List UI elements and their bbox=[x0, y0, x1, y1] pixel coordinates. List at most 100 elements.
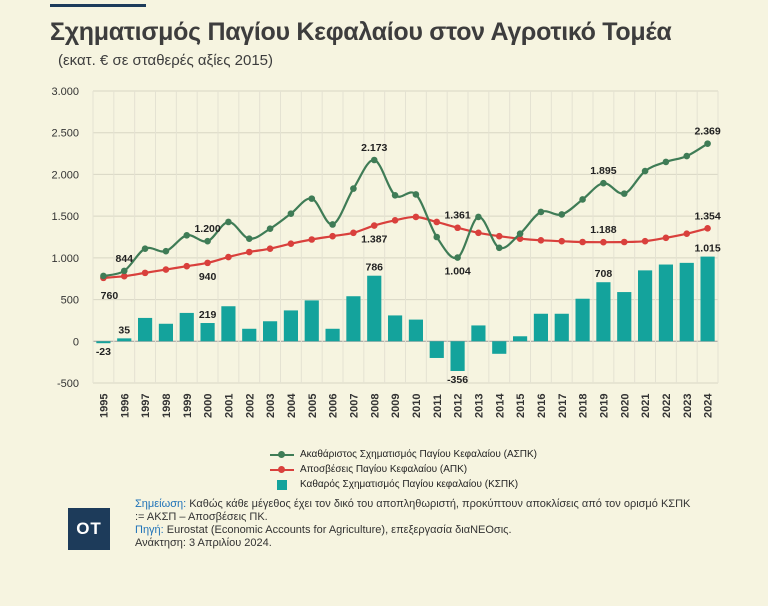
line-point bbox=[308, 236, 316, 243]
line-point bbox=[620, 190, 628, 197]
line-point bbox=[662, 158, 670, 166]
line-point bbox=[704, 225, 711, 232]
line-point bbox=[350, 229, 357, 237]
x-tick-label: 2008 bbox=[369, 394, 381, 418]
data-label: 1.188 bbox=[590, 224, 616, 236]
line-point bbox=[683, 230, 691, 237]
bar bbox=[221, 306, 236, 342]
bar bbox=[575, 298, 590, 342]
y-tick-label: -500 bbox=[57, 378, 79, 390]
bar bbox=[388, 315, 403, 342]
x-tick-label: 2004 bbox=[286, 393, 298, 418]
bar bbox=[283, 310, 298, 342]
bar bbox=[429, 341, 444, 358]
legend-swatch-gross bbox=[270, 450, 294, 460]
bar bbox=[325, 328, 340, 342]
data-label: 786 bbox=[365, 262, 383, 274]
data-label: 35 bbox=[118, 324, 130, 336]
line-point bbox=[516, 235, 524, 242]
footnotes: Σημείωση: Καθώς κάθε μέγεθος έχει τον δι… bbox=[135, 498, 695, 550]
data-label: 2.369 bbox=[694, 126, 720, 138]
x-tick-label: 2013 bbox=[473, 394, 485, 418]
data-label: 2.173 bbox=[361, 142, 387, 154]
data-label: 844 bbox=[115, 253, 133, 265]
legend-item-gross: Ακαθάριστος Σχηματισμός Παγίου Κεφαλαίου… bbox=[270, 447, 537, 462]
y-tick-label: 2.000 bbox=[51, 169, 79, 181]
x-tick-label: 2021 bbox=[640, 394, 652, 418]
line-point bbox=[162, 247, 170, 255]
legend-swatch-net bbox=[277, 479, 287, 490]
source-line: Πηγή: Eurostat (Economic Accounts for Ag… bbox=[135, 524, 695, 537]
bar bbox=[408, 319, 423, 342]
line-point bbox=[391, 217, 399, 224]
bar bbox=[367, 275, 382, 342]
data-label: 1.200 bbox=[194, 223, 220, 235]
x-tick-label: 2005 bbox=[307, 394, 319, 418]
bar bbox=[304, 300, 319, 342]
x-tick-label: 2012 bbox=[453, 394, 465, 418]
line-point bbox=[225, 253, 232, 261]
bar bbox=[617, 292, 632, 342]
data-label: 219 bbox=[199, 309, 217, 321]
x-tick-label: 2009 bbox=[390, 394, 402, 418]
data-label: 1.895 bbox=[590, 165, 616, 177]
y-tick-label: 0 bbox=[73, 336, 79, 348]
note-text: Καθώς κάθε μέγεθος έχει τον δικό του απο… bbox=[135, 498, 691, 523]
bar bbox=[492, 341, 507, 354]
x-tick-label: 2002 bbox=[244, 394, 256, 418]
line-point bbox=[475, 229, 482, 237]
bar bbox=[638, 270, 653, 342]
line-point bbox=[641, 167, 649, 175]
line-point bbox=[204, 259, 211, 267]
x-tick-label: 2020 bbox=[619, 394, 631, 418]
line-point bbox=[641, 237, 649, 245]
line-point bbox=[600, 238, 607, 246]
line-point bbox=[329, 232, 336, 240]
y-tick-label: 1.000 bbox=[51, 253, 79, 265]
line-point bbox=[662, 234, 670, 242]
note-label: Σημείωση: bbox=[135, 498, 187, 510]
y-tick-label: 500 bbox=[61, 295, 79, 307]
line-point bbox=[537, 237, 545, 244]
legend: Ακαθάριστος Σχηματισμός Παγίου Κεφαλαίου… bbox=[270, 447, 537, 492]
line-point bbox=[600, 179, 607, 187]
line-point bbox=[183, 232, 191, 239]
bar-series bbox=[96, 256, 715, 371]
y-tick-label: 2.500 bbox=[51, 128, 79, 140]
x-tick-label: 2003 bbox=[265, 394, 277, 418]
line-point bbox=[537, 208, 545, 216]
legend-swatch-depreciation bbox=[270, 465, 294, 475]
bar bbox=[596, 282, 611, 342]
legend-label-gross: Ακαθάριστος Σχηματισμός Παγίου Κεφαλαίου… bbox=[300, 449, 538, 460]
bar bbox=[679, 262, 694, 342]
source-text: Eurostat (Economic Accounts for Agricult… bbox=[163, 524, 512, 536]
line-point bbox=[370, 222, 378, 229]
bar bbox=[346, 296, 361, 342]
line-point bbox=[558, 237, 566, 245]
line-point bbox=[495, 232, 503, 240]
x-tick-label: 2007 bbox=[348, 394, 360, 418]
line-point bbox=[141, 245, 149, 252]
data-label: 1.361 bbox=[444, 210, 470, 222]
x-tick-label: 2006 bbox=[328, 394, 340, 418]
bar bbox=[117, 338, 132, 342]
line-point bbox=[183, 262, 191, 270]
bar bbox=[658, 264, 673, 342]
line-point bbox=[245, 235, 253, 242]
x-tick-label: 2015 bbox=[515, 394, 527, 418]
data-label: 1.015 bbox=[694, 243, 720, 255]
line-point bbox=[266, 225, 274, 232]
data-label: -356 bbox=[447, 374, 468, 386]
bar bbox=[513, 336, 528, 342]
bar bbox=[200, 323, 215, 342]
data-label: 760 bbox=[101, 290, 119, 302]
data-label: 708 bbox=[595, 268, 613, 280]
source-label: Πηγή: bbox=[135, 524, 164, 536]
x-tick-label: 2024 bbox=[703, 393, 715, 418]
line-point bbox=[579, 238, 586, 246]
data-label: 1.387 bbox=[361, 234, 387, 246]
x-tick-label: 1997 bbox=[140, 394, 152, 418]
line-point bbox=[308, 195, 316, 202]
line-point bbox=[516, 230, 524, 237]
line-point bbox=[475, 213, 482, 221]
